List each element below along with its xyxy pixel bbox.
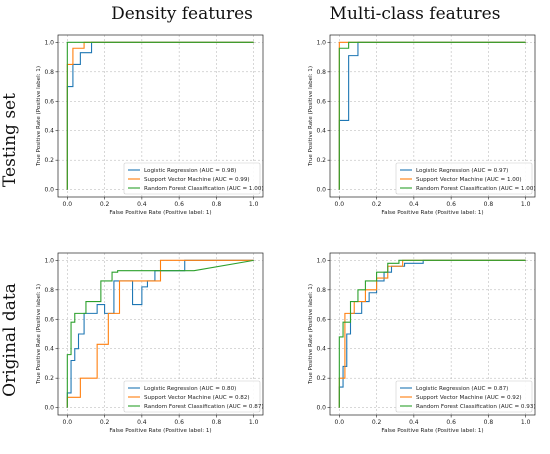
- y-tick-label: 0.0: [44, 405, 54, 412]
- legend-label-svm: Support Vector Machine (AUC = 1.00): [416, 177, 522, 183]
- y-tick-label: 0.2: [44, 375, 54, 382]
- x-tick-label: 0.0: [335, 201, 345, 208]
- roc-line-rf: [338, 259, 526, 408]
- y-tick-label: 0.8: [44, 69, 54, 76]
- legend-label-rf: Random Forest Classification (AUC = 0.87…: [144, 404, 264, 410]
- legend-label-lr: Logistic Regression (AUC = 0.98): [144, 168, 236, 174]
- x-tick-label: 1.0: [521, 419, 531, 426]
- roc-line-svm: [66, 259, 254, 408]
- roc-line-lr: [338, 259, 526, 408]
- x-tick-label: 0.4: [409, 419, 419, 426]
- legend-box: [123, 162, 261, 195]
- y-tick-label: 0.4: [44, 128, 54, 135]
- x-tick-label: 0.6: [174, 419, 184, 426]
- legend-box: [395, 162, 533, 195]
- y-tick-label: 1.0: [316, 257, 326, 264]
- plot-frame: [57, 252, 264, 416]
- x-tick-label: 0.2: [100, 419, 110, 426]
- roc-chart-multiclass-original: 0.0 0.0 0.2 0.2 0.4 0.4 0.6 0.6 0.8 0.8 1.0 1.0 Fals…: [308, 252, 536, 434]
- y-tick-label: 0.2: [44, 157, 54, 164]
- x-tick-label: 0.6: [446, 419, 456, 426]
- plot-frame: [329, 34, 536, 198]
- legend-label-rf: Random Forest Classification (AUC = 0.93…: [416, 404, 536, 410]
- x-axis-label: False Positive Rate (Positive label: 1): [381, 428, 483, 434]
- legend-label-rf: Random Forest Classification (AUC = 1.00…: [416, 186, 536, 192]
- column-title-density: Density features: [111, 4, 253, 24]
- x-tick-label: 0.4: [137, 201, 147, 208]
- y-tick-label: 1.0: [316, 39, 326, 46]
- x-axis-label: False Positive Rate (Positive label: 1): [109, 210, 211, 216]
- y-tick-label: 0.4: [316, 346, 326, 353]
- roc-line-rf: [338, 41, 526, 190]
- x-tick-label: 1.0: [249, 201, 259, 208]
- y-tick-label: 0.0: [316, 187, 326, 194]
- legend-box: [395, 380, 533, 413]
- x-tick-label: 0.2: [100, 201, 110, 208]
- x-axis-label: False Positive Rate (Positive label: 1): [381, 210, 483, 216]
- legend-box: [123, 380, 261, 413]
- x-tick-label: 0.0: [63, 419, 73, 426]
- x-tick-label: 1.0: [521, 201, 531, 208]
- x-tick-label: 0.6: [174, 201, 184, 208]
- x-tick-label: 0.8: [212, 419, 222, 426]
- y-axis-label: True Positive Rate (Positive label: 1): [36, 66, 42, 167]
- y-axis-label: True Positive Rate (Positive label: 1): [36, 284, 42, 385]
- y-tick-label: 0.0: [44, 187, 54, 194]
- x-tick-label: 0.0: [63, 201, 73, 208]
- y-tick-label: 0.2: [316, 375, 326, 382]
- x-tick-label: 0.6: [446, 201, 456, 208]
- legend-label-svm: Support Vector Machine (AUC = 0.82): [144, 395, 250, 401]
- roc-chart-multiclass-testing: 0.0 0.0 0.2 0.2 0.4 0.4 0.6 0.6 0.8 0.8 1.0 1.0 Fals…: [308, 34, 536, 216]
- x-axis-label: False Positive Rate (Positive label: 1): [109, 428, 211, 434]
- x-tick-label: 0.8: [484, 201, 494, 208]
- legend-label-lr: Logistic Regression (AUC = 0.80): [144, 386, 236, 392]
- y-tick-label: 0.6: [316, 316, 326, 323]
- y-tick-label: 0.8: [316, 287, 326, 294]
- legend-label-svm: Support Vector Machine (AUC = 0.99): [144, 177, 250, 183]
- roc-line-rf: [66, 41, 254, 190]
- y-tick-label: 1.0: [44, 39, 54, 46]
- y-tick-label: 0.0: [316, 405, 326, 412]
- x-tick-label: 0.4: [137, 419, 147, 426]
- x-tick-label: 0.0: [335, 419, 345, 426]
- y-tick-label: 0.6: [44, 316, 54, 323]
- roc-line-lr: [66, 41, 254, 190]
- y-tick-label: 0.6: [316, 98, 326, 105]
- y-axis-label: True Positive Rate (Positive label: 1): [308, 66, 314, 167]
- x-tick-label: 0.2: [372, 419, 382, 426]
- y-tick-label: 0.8: [316, 69, 326, 76]
- plot-frame: [57, 34, 264, 198]
- legend-label-lr: Logistic Regression (AUC = 0.97): [416, 168, 508, 174]
- y-tick-label: 0.6: [44, 98, 54, 105]
- y-tick-label: 1.0: [44, 257, 54, 264]
- legend-label-rf: Random Forest Classification (AUC = 1.00…: [144, 186, 264, 192]
- x-tick-label: 1.0: [249, 419, 259, 426]
- y-tick-label: 0.4: [316, 128, 326, 135]
- column-title-multiclass: Multi-class features: [329, 4, 501, 24]
- legend-label-lr: Logistic Regression (AUC = 0.87): [416, 386, 508, 392]
- y-tick-label: 0.2: [316, 157, 326, 164]
- y-axis-label: True Positive Rate (Positive label: 1): [308, 284, 314, 385]
- row-title-testing-set: Testing set: [0, 93, 20, 187]
- x-tick-label: 0.8: [484, 419, 494, 426]
- roc-chart-density-original: 0.0 0.0 0.2 0.2 0.4 0.4 0.6 0.6 0.8 0.8 1.0 1.0 Fals…: [36, 252, 264, 434]
- roc-line-rf: [66, 259, 254, 408]
- x-tick-label: 0.2: [372, 201, 382, 208]
- y-tick-label: 0.8: [44, 287, 54, 294]
- x-tick-label: 0.8: [212, 201, 222, 208]
- legend-label-svm: Support Vector Machine (AUC = 0.92): [416, 395, 522, 401]
- row-title-original-data: Original data: [0, 283, 20, 397]
- plot-frame: [329, 252, 536, 416]
- x-tick-label: 0.4: [409, 201, 419, 208]
- roc-chart-density-testing: 0.0 0.0 0.2 0.2 0.4 0.4 0.6 0.6 0.8 0.8 1.0 1.0 Fals…: [36, 34, 264, 216]
- y-tick-label: 0.4: [44, 346, 54, 353]
